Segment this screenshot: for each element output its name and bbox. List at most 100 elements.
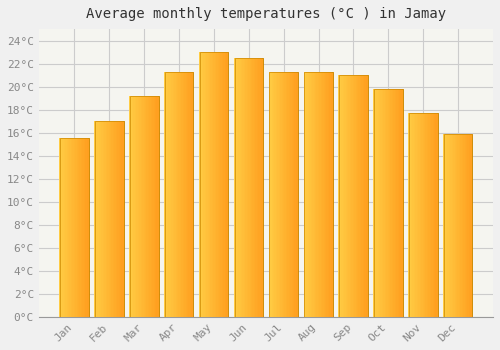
Bar — [462, 134, 463, 317]
Bar — [293, 72, 294, 317]
Bar — [432, 113, 434, 317]
Bar — [129, 96, 130, 317]
Bar — [459, 134, 460, 317]
Bar — [374, 89, 402, 317]
Bar — [296, 72, 298, 317]
Bar — [294, 72, 296, 317]
Bar — [276, 72, 278, 317]
Bar — [346, 75, 347, 317]
Bar — [426, 113, 427, 317]
Bar — [417, 113, 418, 317]
Bar — [328, 72, 330, 317]
Bar — [382, 89, 384, 317]
Bar — [136, 96, 138, 317]
Bar — [80, 138, 81, 317]
Bar — [396, 89, 398, 317]
Bar — [208, 52, 209, 317]
Bar — [172, 72, 174, 317]
Bar — [238, 58, 240, 317]
Bar — [268, 72, 270, 317]
Bar — [362, 75, 363, 317]
Bar — [399, 89, 400, 317]
Bar — [414, 113, 416, 317]
Bar — [220, 52, 222, 317]
Bar — [200, 52, 228, 317]
Bar — [409, 113, 438, 317]
Bar — [318, 72, 320, 317]
Bar — [134, 96, 135, 317]
Bar — [114, 121, 116, 317]
Bar — [186, 72, 187, 317]
Bar — [444, 134, 472, 317]
Bar — [344, 75, 346, 317]
Bar — [168, 72, 170, 317]
Bar — [234, 58, 235, 317]
Bar — [468, 134, 469, 317]
Bar — [310, 72, 311, 317]
Bar — [364, 75, 366, 317]
Bar — [304, 72, 305, 317]
Bar — [347, 75, 348, 317]
Bar — [430, 113, 431, 317]
Bar — [456, 134, 458, 317]
Bar — [117, 121, 118, 317]
Bar — [394, 89, 395, 317]
Bar — [339, 75, 368, 317]
Bar — [270, 72, 298, 317]
Bar — [178, 72, 180, 317]
Bar — [286, 72, 288, 317]
Bar — [458, 134, 459, 317]
Bar — [142, 96, 144, 317]
Bar — [466, 134, 468, 317]
Bar — [274, 72, 276, 317]
Bar — [218, 52, 219, 317]
Bar — [388, 89, 389, 317]
Bar — [292, 72, 293, 317]
Bar — [469, 134, 470, 317]
Bar — [180, 72, 182, 317]
Bar — [342, 75, 344, 317]
Bar — [150, 96, 152, 317]
Bar — [202, 52, 203, 317]
Bar — [366, 75, 367, 317]
Bar — [61, 138, 62, 317]
Bar — [251, 58, 252, 317]
Bar — [113, 121, 114, 317]
Bar — [434, 113, 436, 317]
Bar — [324, 72, 325, 317]
Bar — [320, 72, 321, 317]
Bar — [95, 121, 124, 317]
Bar — [72, 138, 74, 317]
Bar — [146, 96, 148, 317]
Bar — [378, 89, 379, 317]
Bar — [60, 138, 89, 317]
Bar — [236, 58, 238, 317]
Bar — [164, 72, 166, 317]
Bar — [177, 72, 178, 317]
Bar — [139, 96, 140, 317]
Bar — [174, 72, 176, 317]
Bar — [278, 72, 280, 317]
Bar — [446, 134, 448, 317]
Bar — [428, 113, 430, 317]
Bar — [431, 113, 432, 317]
Bar — [454, 134, 456, 317]
Bar — [242, 58, 244, 317]
Bar — [261, 58, 262, 317]
Bar — [444, 134, 472, 317]
Bar — [145, 96, 146, 317]
Bar — [350, 75, 352, 317]
Bar — [422, 113, 424, 317]
Bar — [408, 113, 410, 317]
Bar — [85, 138, 86, 317]
Bar — [226, 52, 228, 317]
Bar — [76, 138, 78, 317]
Bar — [216, 52, 218, 317]
Bar — [340, 75, 342, 317]
Bar — [191, 72, 192, 317]
Bar — [326, 72, 328, 317]
Bar — [240, 58, 241, 317]
Bar — [155, 96, 156, 317]
Bar — [70, 138, 71, 317]
Bar — [210, 52, 212, 317]
